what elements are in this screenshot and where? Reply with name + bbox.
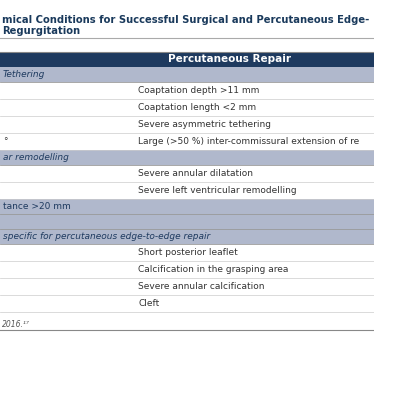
Text: Tethering: Tethering	[3, 70, 45, 79]
Text: Coaptation depth >11 mm: Coaptation depth >11 mm	[138, 86, 260, 95]
Bar	[0, 229, 374, 244]
Bar	[0, 214, 374, 229]
Text: Percutaneous Repair: Percutaneous Repair	[168, 54, 291, 64]
Text: tance >20 mm: tance >20 mm	[3, 202, 70, 211]
Bar	[0, 244, 374, 261]
Bar	[0, 82, 374, 99]
Text: Short posterior leaflet: Short posterior leaflet	[138, 248, 238, 257]
Text: Severe left ventricular remodelling: Severe left ventricular remodelling	[138, 186, 297, 195]
Text: Coaptation length <2 mm: Coaptation length <2 mm	[138, 103, 256, 112]
Text: °: °	[3, 137, 7, 146]
Text: ar remodelling: ar remodelling	[3, 153, 69, 162]
Text: Calcification in the grasping area: Calcification in the grasping area	[138, 265, 289, 274]
Text: mical Conditions for Successful Surgical and Percutaneous Edge-: mical Conditions for Successful Surgical…	[2, 15, 369, 25]
Bar	[0, 295, 374, 312]
Text: Large (>50 %) inter-commissural extension of re: Large (>50 %) inter-commissural extensio…	[138, 137, 360, 146]
Bar	[0, 199, 374, 214]
Text: specific for percutaneous edge-to-edge repair: specific for percutaneous edge-to-edge r…	[3, 232, 210, 241]
Text: Severe annular dilatation: Severe annular dilatation	[138, 169, 253, 178]
Text: 2016.¹⁷: 2016.¹⁷	[2, 320, 30, 329]
Bar	[0, 99, 374, 116]
Text: Severe asymmetric tethering: Severe asymmetric tethering	[138, 120, 271, 129]
Bar	[0, 116, 374, 133]
Bar	[0, 150, 374, 165]
Text: Cleft: Cleft	[138, 299, 160, 308]
Bar	[0, 67, 374, 82]
Text: Regurgitation: Regurgitation	[2, 26, 80, 36]
Bar	[0, 165, 374, 182]
Bar	[0, 133, 374, 150]
Bar	[0, 278, 374, 295]
Bar	[0, 52, 374, 67]
Text: Severe annular calcification: Severe annular calcification	[138, 282, 265, 291]
Bar	[0, 261, 374, 278]
Bar	[0, 182, 374, 199]
